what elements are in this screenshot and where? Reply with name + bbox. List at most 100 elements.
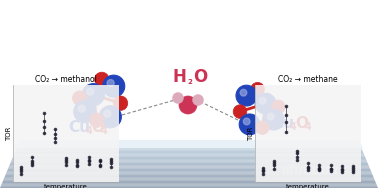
Point (316, 169, 322, 172)
Point (97, 160, 103, 163)
Point (328, 167, 334, 170)
Polygon shape (13, 156, 365, 157)
Point (86, 160, 92, 163)
Point (271, 167, 277, 170)
Point (74, 161, 81, 164)
Circle shape (263, 109, 284, 130)
Circle shape (78, 105, 85, 112)
Polygon shape (17, 145, 361, 146)
Polygon shape (0, 187, 378, 188)
Circle shape (107, 80, 114, 87)
Polygon shape (19, 142, 359, 144)
Text: H: H (172, 68, 186, 86)
Polygon shape (20, 140, 358, 141)
Text: O: O (91, 121, 104, 136)
Point (29, 163, 36, 166)
Polygon shape (11, 162, 367, 163)
Point (260, 169, 266, 172)
Point (305, 162, 311, 165)
Circle shape (267, 113, 274, 120)
Point (271, 162, 277, 165)
Point (339, 165, 345, 168)
Polygon shape (17, 146, 361, 147)
Point (108, 161, 114, 164)
Circle shape (192, 95, 203, 105)
Polygon shape (1, 184, 377, 186)
Point (97, 163, 103, 166)
Circle shape (255, 93, 276, 114)
Point (339, 168, 345, 171)
Circle shape (179, 96, 197, 114)
Point (350, 166, 356, 169)
Point (40, 120, 46, 123)
Polygon shape (17, 147, 361, 148)
Circle shape (239, 114, 260, 135)
Circle shape (74, 101, 96, 123)
Point (260, 173, 266, 176)
Polygon shape (3, 180, 375, 181)
Point (339, 170, 345, 173)
Polygon shape (5, 175, 373, 176)
Polygon shape (15, 140, 363, 148)
Point (282, 121, 288, 124)
Point (350, 171, 356, 174)
Point (316, 164, 322, 167)
Polygon shape (12, 158, 366, 159)
Point (294, 156, 300, 159)
Polygon shape (8, 169, 370, 170)
Polygon shape (6, 172, 372, 174)
Polygon shape (5, 176, 373, 177)
Point (294, 159, 300, 162)
Point (86, 159, 92, 162)
Text: 4: 4 (101, 126, 108, 136)
Circle shape (94, 72, 109, 87)
Circle shape (236, 85, 257, 106)
Text: 4: 4 (290, 122, 297, 132)
Point (86, 163, 92, 166)
Y-axis label: TOR: TOR (248, 126, 254, 141)
Title: CO₂ → methanol: CO₂ → methanol (35, 75, 97, 84)
Text: Cu: Cu (68, 121, 90, 136)
Text: alumina: alumina (281, 164, 339, 177)
Point (108, 159, 114, 162)
Point (63, 160, 69, 163)
Polygon shape (6, 171, 372, 172)
Circle shape (243, 118, 250, 125)
Circle shape (259, 97, 266, 104)
Point (271, 160, 277, 163)
Point (52, 137, 58, 140)
Point (97, 164, 103, 168)
Polygon shape (11, 160, 367, 162)
Polygon shape (15, 151, 363, 152)
Text: 4: 4 (86, 126, 93, 136)
Point (52, 132, 58, 135)
Point (97, 158, 103, 161)
Point (18, 165, 24, 168)
Y-axis label: TOR: TOR (6, 126, 12, 141)
Circle shape (251, 82, 264, 96)
Point (29, 161, 36, 164)
Circle shape (113, 96, 128, 110)
Point (350, 165, 356, 168)
X-axis label: temperature: temperature (44, 184, 88, 188)
Point (74, 164, 81, 168)
Polygon shape (16, 148, 362, 150)
Polygon shape (0, 186, 378, 187)
Point (18, 173, 24, 176)
Point (18, 169, 24, 172)
Point (282, 130, 288, 133)
Polygon shape (14, 154, 364, 156)
Point (305, 167, 311, 170)
Text: O: O (193, 68, 207, 86)
Polygon shape (3, 178, 375, 180)
Circle shape (90, 113, 104, 127)
Point (108, 166, 114, 169)
Point (63, 163, 69, 166)
Text: Cu: Cu (272, 117, 294, 131)
Polygon shape (8, 166, 370, 168)
Point (294, 149, 300, 152)
Point (339, 167, 345, 170)
Polygon shape (2, 183, 376, 184)
Polygon shape (15, 150, 363, 151)
Polygon shape (11, 159, 367, 160)
